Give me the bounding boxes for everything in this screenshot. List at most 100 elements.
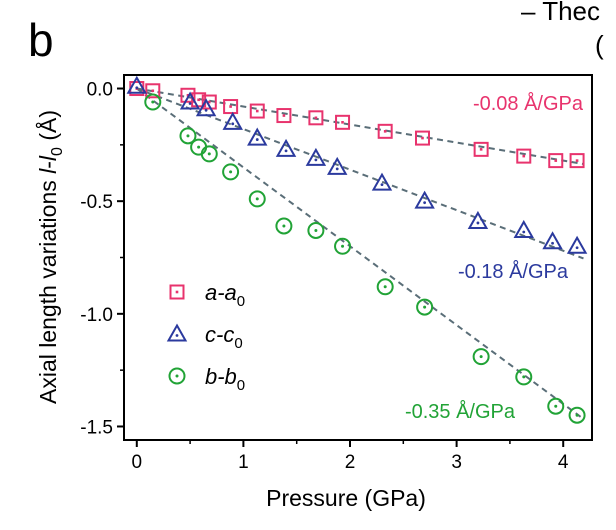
data-point-c-c0 [566,235,588,254]
data-point-b-b0 [307,221,325,239]
triangle-marker-dot [135,86,139,90]
data-point-b-b0 [416,298,434,316]
y-axis-title: Axial length variations l-l0 (Å) [34,110,66,404]
data-point-c-c0 [513,219,534,238]
data-point-c-c0 [326,156,348,175]
fit-line-b-b0 [136,87,585,420]
triangle-marker-dot [423,201,427,205]
data-point-b-b0 [376,278,394,296]
y-axis-title-text: Axial length variations [35,174,61,404]
circle-marker-outer [376,278,394,296]
square-marker-dot [383,130,387,133]
triangle-marker-outer [166,323,188,342]
data-point-b-b0 [248,190,266,208]
data-point-a-a0 [335,114,351,130]
y-tick-label: -1.5 [80,417,113,438]
data-point-b-b0 [334,237,352,255]
circle-marker-dot [175,374,179,378]
corner-text-line2: ( [595,30,604,60]
legend-item-b-b0: b-b0 [168,364,245,394]
data-point-c-c0 [222,111,243,130]
data-point-b-b0 [568,406,586,424]
triangle-marker-outer [566,235,588,254]
circle-marker-outer [200,145,218,163]
y-axis-title-subscript: 0 [49,147,66,156]
data-point-c-c0 [195,98,217,117]
circle-marker-dot [186,134,190,138]
fit-line-a-a0 [136,87,584,166]
plot-frame [123,74,593,441]
circle-marker-dot [229,170,233,174]
square-marker-outer [201,94,217,110]
triangle-marker-dot [380,183,384,187]
square-marker-dot [151,89,155,93]
circle-marker-outer [168,367,186,385]
legend-label-subscript: 0 [237,293,245,310]
circle-marker-outer [144,93,162,111]
fit-label-a-a0: -0.08 Å/GPa [473,92,584,115]
legend-marker-square [169,284,185,300]
square-marker-outer [169,284,185,300]
square-marker-dot [522,154,526,158]
series-c-c0 [126,75,588,254]
data-point-c-c0 [247,127,268,146]
data-point-b-b0 [515,368,533,386]
data-point-a-a0 [201,94,217,110]
square-marker-outer [191,92,207,108]
triangle-marker-dot [575,246,579,250]
circle-marker-dot [282,224,286,228]
circle-marker-outer [222,163,240,181]
square-marker-dot [282,114,286,117]
legend-item-c-c0: c-c0 [166,322,243,352]
x-tick-label: 2 [345,452,356,473]
triangle-marker-dot [314,158,318,162]
corner-text-line1: – Thec [521,0,600,26]
triangle-marker-outer [222,111,243,130]
circle-marker-outer [275,217,293,235]
x-tick-label: 3 [451,452,462,473]
legend-marker-triangle [166,323,188,342]
square-marker-outer [276,108,292,124]
axes: 0 1 2 3 4 0.0 -0.5 -1.0 -1.5 [80,74,593,473]
legend-label-subscript: 0 [234,335,242,352]
triangle-marker-outer [542,231,563,250]
data-point-b-b0 [222,163,240,181]
circle-marker-outer [334,237,352,255]
square-marker-dot [421,136,424,140]
circle-marker-dot [255,197,259,201]
legend: a-a0 c-c0 b-b0 [166,280,245,394]
circle-marker-outer [179,127,197,145]
square-marker-dot [341,121,344,124]
circle-marker-outer [307,221,325,239]
circle-marker-dot [207,152,211,156]
triangle-marker-dot [335,167,339,171]
circle-marker-dot [383,285,387,289]
square-marker-dot [554,159,558,162]
square-marker-outer [180,87,196,103]
data-point-a-a0 [516,148,532,164]
square-marker-outer [145,83,161,99]
triangle-marker-dot [231,122,235,126]
data-point-c-c0 [305,147,327,166]
x-axis-title: Pressure (GPa) [266,485,426,511]
x-tick-label: 0 [132,452,143,473]
y-tick-label: 0.0 [87,80,113,101]
x-tick-label: 4 [558,452,569,473]
y-axis-title-l0: l [35,155,61,161]
triangle-marker-dot [255,138,259,141]
y-axis-title-minus: - [35,161,61,169]
square-marker-dot [575,159,579,162]
triangle-marker-outer [414,190,435,209]
square-marker-outer [548,153,564,169]
data-point-c-c0 [542,231,563,250]
square-marker-outer [569,153,585,169]
circle-marker-dot [314,228,318,232]
square-marker-dot [229,105,232,108]
data-point-b-b0 [472,348,490,366]
triangle-marker-dot [284,149,288,153]
circle-marker-dot [341,244,345,248]
circle-marker-dot [423,305,427,309]
series-b-b0 [144,93,586,424]
fit-label-c-c0: -0.18 Å/GPa [458,260,569,283]
